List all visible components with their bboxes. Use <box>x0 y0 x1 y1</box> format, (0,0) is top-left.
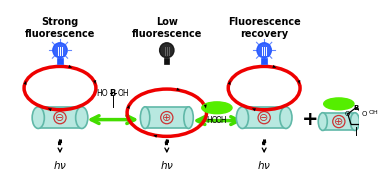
Text: O: O <box>345 111 350 117</box>
Text: O: O <box>361 111 367 117</box>
Text: OH: OH <box>216 116 228 125</box>
Text: Fluorescence
recovery: Fluorescence recovery <box>228 17 301 39</box>
Ellipse shape <box>202 102 232 114</box>
Ellipse shape <box>140 107 150 128</box>
Polygon shape <box>228 81 231 85</box>
Ellipse shape <box>280 107 292 128</box>
Bar <box>57 58 63 64</box>
Bar <box>38 107 82 128</box>
Ellipse shape <box>184 107 193 128</box>
Polygon shape <box>204 105 207 109</box>
Text: OH: OH <box>118 88 129 97</box>
Polygon shape <box>68 65 72 68</box>
Polygon shape <box>23 81 26 85</box>
Polygon shape <box>127 105 130 109</box>
Circle shape <box>160 43 174 58</box>
Bar <box>262 58 267 64</box>
Polygon shape <box>252 108 256 111</box>
Ellipse shape <box>350 113 359 131</box>
Bar <box>242 107 286 128</box>
Text: ⊖: ⊖ <box>259 113 269 123</box>
Ellipse shape <box>324 98 354 110</box>
Text: ⊕: ⊕ <box>162 113 172 123</box>
Text: B: B <box>110 88 116 97</box>
Text: ⊕: ⊕ <box>334 117 344 127</box>
Text: +: + <box>302 110 319 129</box>
Text: OH: OH <box>369 111 378 115</box>
Ellipse shape <box>32 107 44 128</box>
Text: HO: HO <box>206 116 218 125</box>
Bar <box>323 113 355 131</box>
Polygon shape <box>273 65 276 68</box>
Text: $h\nu$: $h\nu$ <box>257 159 271 171</box>
Polygon shape <box>176 88 180 91</box>
Text: $h\nu$: $h\nu$ <box>53 159 67 171</box>
Text: Strong
fluorescence: Strong fluorescence <box>25 17 95 39</box>
Bar <box>164 58 169 64</box>
Text: B: B <box>353 105 358 111</box>
Text: HO: HO <box>96 88 108 97</box>
Circle shape <box>257 43 271 58</box>
Polygon shape <box>153 135 157 138</box>
Ellipse shape <box>76 107 88 128</box>
Ellipse shape <box>236 107 248 128</box>
Text: $h\nu$: $h\nu$ <box>160 159 174 171</box>
Polygon shape <box>297 80 301 84</box>
Circle shape <box>53 43 67 58</box>
Bar <box>145 107 189 128</box>
Text: Low
fluorescence: Low fluorescence <box>132 17 202 39</box>
Text: ⊖: ⊖ <box>55 113 65 123</box>
Polygon shape <box>93 80 96 84</box>
Ellipse shape <box>318 113 327 131</box>
Polygon shape <box>48 108 52 111</box>
